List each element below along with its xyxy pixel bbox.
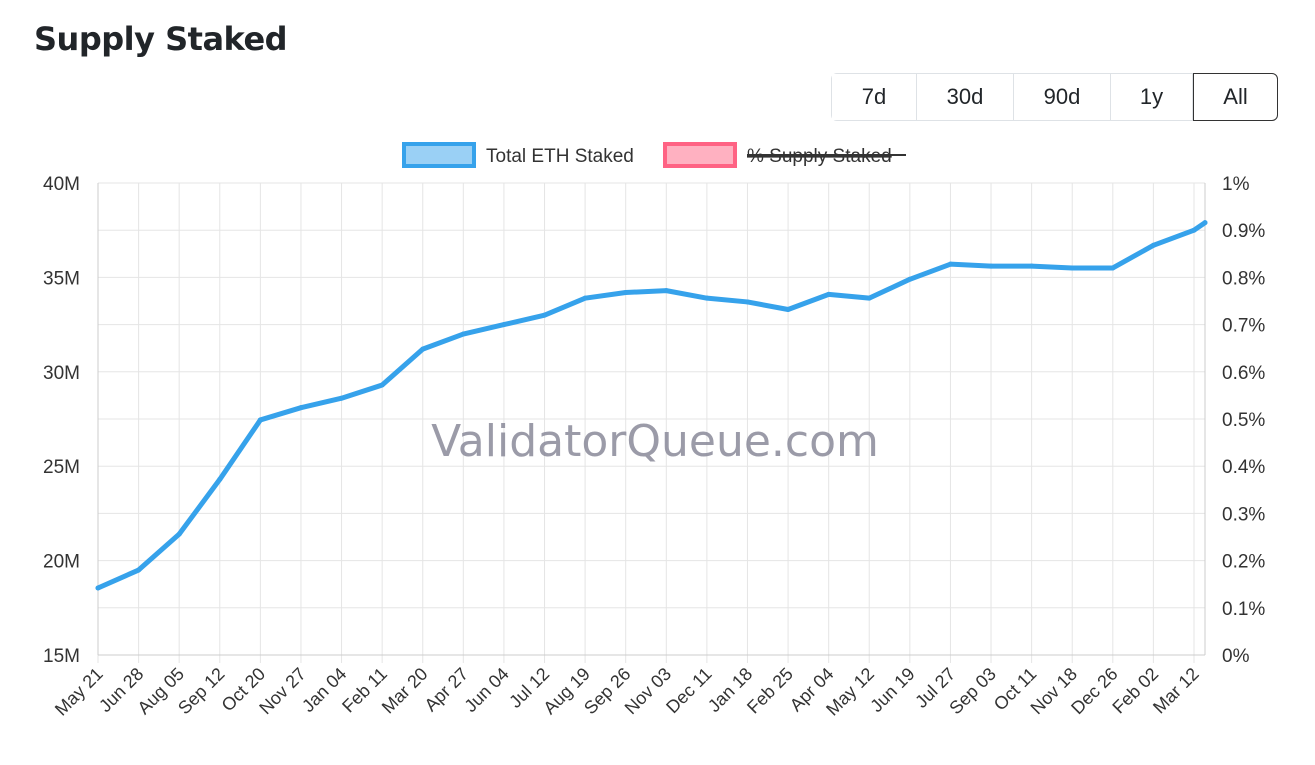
left-tick-label: 15M bbox=[43, 646, 80, 667]
range-7d-button[interactable]: 7d bbox=[832, 74, 917, 120]
x-tick-label: Mar 12 bbox=[1149, 664, 1203, 718]
page-title: Supply Staked bbox=[34, 20, 288, 58]
range-30d-button[interactable]: 30d bbox=[917, 74, 1014, 120]
data-point bbox=[704, 295, 710, 301]
data-point bbox=[298, 405, 304, 411]
data-point bbox=[623, 290, 629, 296]
data-point bbox=[1110, 265, 1116, 271]
left-tick-label: 30M bbox=[43, 363, 80, 384]
x-tick-label: Dec 11 bbox=[662, 664, 716, 718]
x-tick-label: Sep 12 bbox=[174, 664, 228, 718]
x-tick-label: Apr 27 bbox=[421, 664, 473, 716]
legend-swatch-total-eth[interactable] bbox=[402, 142, 476, 168]
left-tick-label: 25M bbox=[43, 457, 80, 478]
left-tick-label: 35M bbox=[43, 268, 80, 289]
right-tick-label: 0.3% bbox=[1222, 504, 1265, 525]
data-point bbox=[947, 261, 953, 267]
watermark: ValidatorQueue.com bbox=[431, 416, 879, 467]
data-point bbox=[501, 322, 507, 328]
data-point bbox=[988, 263, 994, 269]
data-point bbox=[907, 276, 913, 282]
data-point bbox=[257, 417, 263, 423]
data-point bbox=[460, 331, 466, 337]
right-tick-label: 1% bbox=[1222, 174, 1250, 195]
legend-swatch-supply-pct[interactable] bbox=[663, 142, 737, 168]
data-point bbox=[136, 567, 142, 573]
right-tick-label: 0.9% bbox=[1222, 221, 1265, 242]
data-point bbox=[826, 291, 832, 297]
range-selector: 7d 30d 90d 1y All bbox=[831, 73, 1278, 121]
data-point bbox=[866, 295, 872, 301]
data-point bbox=[744, 299, 750, 305]
left-tick-label: 20M bbox=[43, 552, 80, 573]
data-point bbox=[339, 395, 345, 401]
data-point bbox=[176, 531, 182, 537]
data-point bbox=[1150, 242, 1156, 248]
x-tick-label: May 21 bbox=[51, 664, 107, 720]
data-point bbox=[95, 585, 101, 591]
range-90d-button[interactable]: 90d bbox=[1014, 74, 1111, 120]
right-tick-label: 0.4% bbox=[1222, 457, 1265, 478]
x-tick-label: Jun 19 bbox=[866, 664, 918, 716]
x-tick-label: Nov 03 bbox=[621, 664, 675, 718]
data-point bbox=[785, 306, 791, 312]
right-tick-label: 0.2% bbox=[1222, 552, 1265, 573]
right-tick-label: 0.5% bbox=[1222, 410, 1265, 431]
right-tick-label: 0.8% bbox=[1222, 268, 1265, 289]
right-tick-label: 0.6% bbox=[1222, 363, 1265, 384]
data-point bbox=[1029, 263, 1035, 269]
right-tick-label: 0.7% bbox=[1222, 316, 1265, 337]
legend-label-total-eth[interactable]: Total ETH Staked bbox=[486, 146, 634, 167]
data-point bbox=[217, 476, 223, 482]
data-point bbox=[1202, 220, 1208, 226]
data-point bbox=[1069, 265, 1075, 271]
data-point bbox=[420, 346, 426, 352]
x-tick-label: Jun 04 bbox=[460, 664, 512, 716]
x-tick-label: Mar 20 bbox=[378, 664, 432, 718]
x-tick-label: Nov 27 bbox=[255, 664, 309, 718]
x-tick-label: Sep 03 bbox=[945, 664, 999, 718]
x-tick-label: Feb 25 bbox=[743, 664, 797, 718]
x-tick-label: Dec 26 bbox=[1067, 664, 1121, 718]
right-tick-label: 0.1% bbox=[1222, 599, 1265, 620]
legend-label-supply-pct[interactable]: % Supply Staked bbox=[747, 146, 892, 167]
data-point bbox=[582, 295, 588, 301]
x-tick-label: Jan 04 bbox=[298, 664, 350, 716]
data-point bbox=[542, 312, 548, 318]
right-tick-label: 0% bbox=[1222, 646, 1250, 667]
left-tick-label: 40M bbox=[43, 174, 80, 195]
range-all-button[interactable]: All bbox=[1193, 73, 1278, 121]
data-point bbox=[663, 288, 669, 294]
data-point bbox=[379, 382, 385, 388]
range-1y-button[interactable]: 1y bbox=[1111, 74, 1193, 120]
data-point bbox=[1191, 227, 1197, 233]
